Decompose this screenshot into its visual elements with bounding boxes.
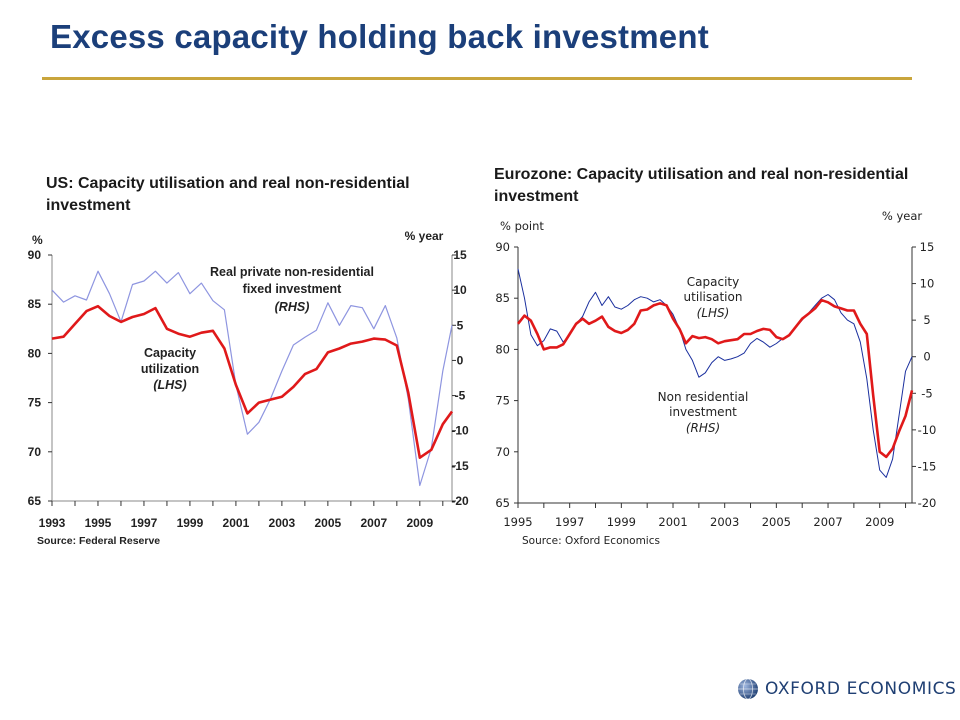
globe-icon [738, 678, 758, 700]
brand-logo: OXFORD ECONOMICS [737, 678, 956, 700]
series-label-line: fixed investment [243, 282, 342, 296]
right-tick-label: 5 [457, 318, 464, 332]
right-tick-label: -5 [921, 386, 932, 400]
right-tick-label: -15 [451, 459, 469, 473]
eurozone-chart-title: Eurozone: Capacity utilisation and real … [494, 166, 909, 205]
source-note: Source: Oxford Economics [522, 535, 660, 547]
series-label-line: Real private non-residential [210, 265, 374, 279]
series-label-line: Capacity [144, 346, 196, 360]
series-label-line: Capacity [687, 275, 739, 289]
x-tick-label: 2005 [315, 516, 342, 530]
left-tick-label: 70 [28, 445, 42, 459]
series-label-line: utilization [141, 362, 199, 376]
right-tick-label: 5 [923, 313, 930, 327]
x-tick-label: 1993 [39, 516, 66, 530]
series-line-investment [517, 268, 913, 478]
series-line-capacity-utilisation [516, 298, 914, 459]
x-tick-label: 2007 [360, 516, 387, 530]
right-tick-label: 10 [920, 277, 935, 291]
series-line-investment [51, 270, 453, 487]
x-tick-label: 2005 [762, 515, 791, 529]
x-tick-label: 2001 [223, 516, 250, 530]
left-tick-label: 90 [28, 248, 42, 262]
brand-name: OXFORD ECONOMICS [765, 679, 957, 699]
left-tick-label: 70 [495, 445, 510, 459]
x-tick-label: 1995 [503, 515, 532, 529]
right-tick-label: -5 [455, 389, 466, 403]
series-label-line: investment [669, 405, 737, 419]
us-chart-title: US: Capacity utilisation and real non-re… [46, 175, 410, 214]
left-tick-label: 75 [495, 394, 510, 408]
x-tick-label: 2009 [406, 516, 433, 530]
title-rule [42, 77, 912, 80]
slide-title: Excess capacity holding back investment [50, 18, 709, 55]
left-tick-label: 80 [495, 342, 510, 356]
left-axis-unit: % point [500, 219, 544, 233]
x-tick-label: 1999 [177, 516, 204, 530]
x-tick-label: 2009 [865, 515, 894, 529]
right-tick-label: 0 [923, 350, 930, 364]
series-label-line: utilisation [684, 290, 743, 304]
right-tick-label: -10 [451, 424, 469, 438]
left-tick-label: 85 [495, 291, 510, 305]
x-tick-label: 2003 [269, 516, 296, 530]
right-tick-label: -10 [918, 423, 937, 437]
left-tick-label: 85 [28, 297, 42, 311]
left-tick-label: 65 [28, 494, 42, 508]
series-label-line: (LHS) [153, 378, 186, 392]
right-tick-label: 15 [920, 240, 935, 254]
x-tick-label: 1999 [607, 515, 636, 529]
series-label-line: (LHS) [697, 306, 730, 320]
right-tick-label: 10 [453, 283, 467, 297]
x-tick-label: 2001 [658, 515, 687, 529]
x-tick-label: 2007 [813, 515, 842, 529]
right-tick-label: 15 [453, 248, 467, 262]
left-tick-label: 75 [28, 396, 42, 410]
left-axis-unit: % [32, 233, 43, 247]
eurozone-chart: 65 70 75 80 85 90 -20 -15 -10 -5 0 5 10 15 1995 1997 199… [495, 209, 936, 547]
left-tick-label: 80 [28, 346, 42, 360]
left-tick-label: 65 [495, 496, 510, 510]
right-axis-unit: % year [882, 209, 923, 223]
x-tick-label: 1997 [555, 515, 584, 529]
right-tick-label: -20 [451, 494, 469, 508]
x-tick-label: 1995 [85, 516, 112, 530]
series-line-capacity-utilisation [51, 304, 454, 460]
series-label-line: (RHS) [275, 300, 310, 314]
series-label-line: (RHS) [686, 421, 720, 435]
x-tick-label: 1997 [131, 516, 158, 530]
source-note: Source: Federal Reserve [37, 535, 160, 547]
right-tick-label: -20 [918, 496, 937, 510]
series-label-line: Non residential [658, 390, 749, 404]
right-axis-unit: % year [405, 229, 444, 243]
right-tick-label: -15 [918, 459, 937, 473]
x-tick-label: 2003 [710, 515, 739, 529]
us-chart: 65 70 75 80 85 90 -20 -15 -10 -5 0 5 10 15 1993 1995 199… [28, 229, 469, 547]
right-tick-label: 0 [457, 353, 464, 367]
left-tick-label: 90 [495, 240, 510, 254]
